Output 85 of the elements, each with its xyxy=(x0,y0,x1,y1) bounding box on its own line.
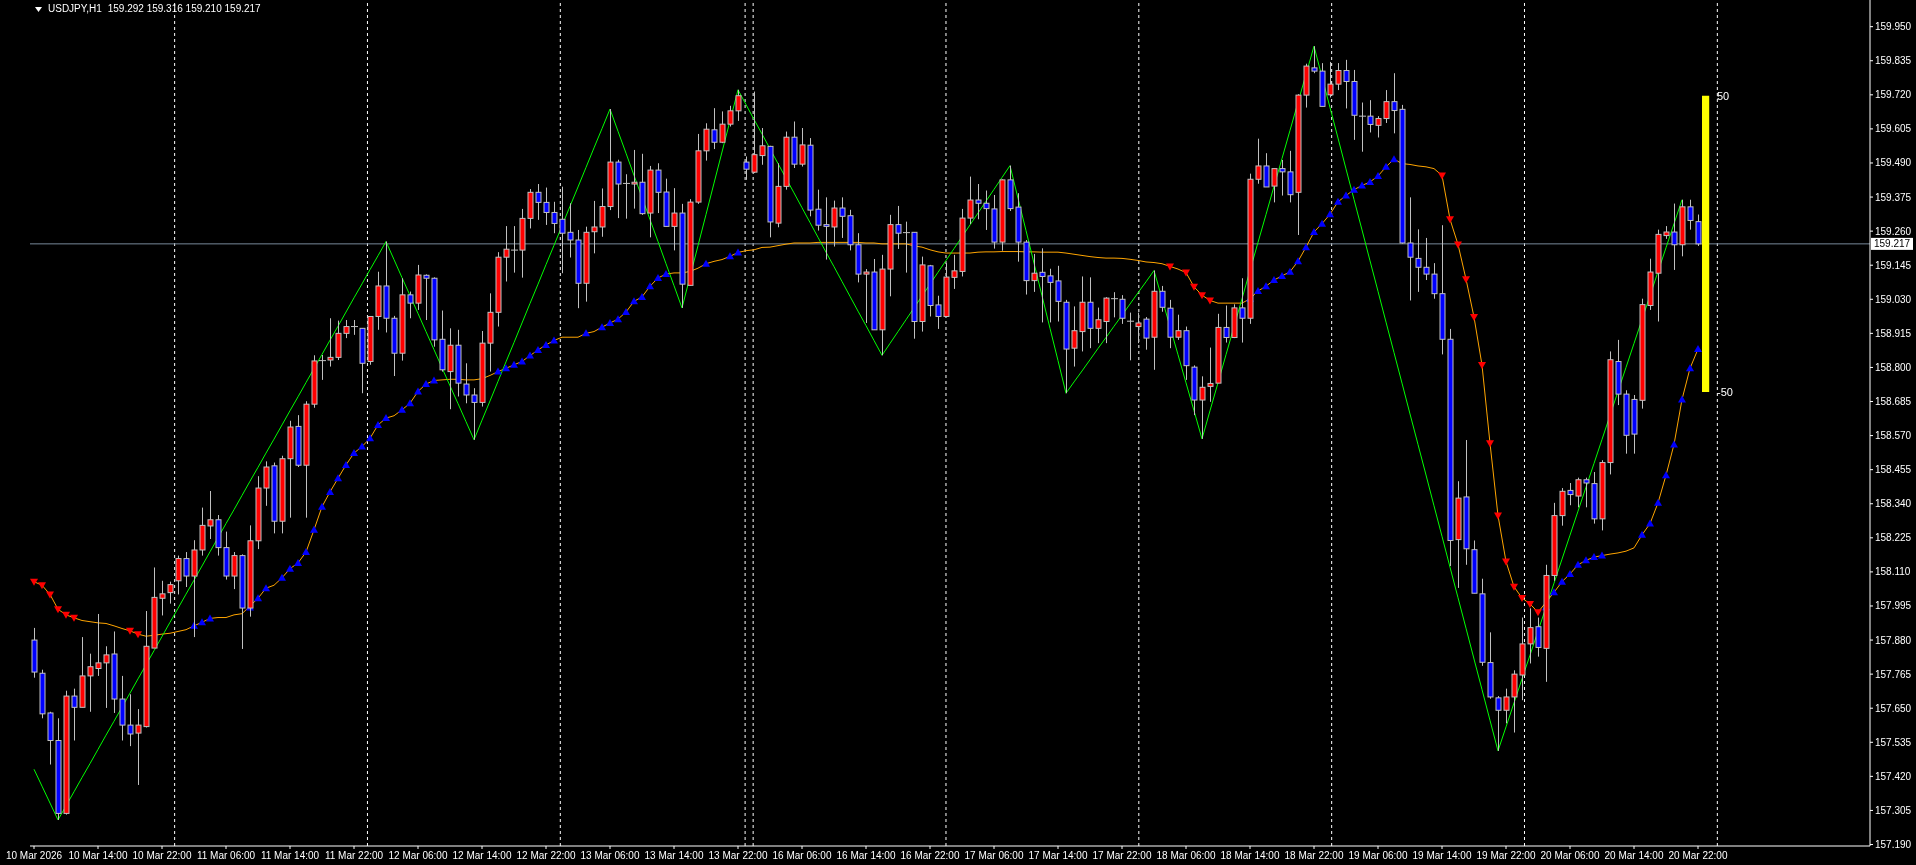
point xyxy=(1166,263,1174,271)
x-tick-label: 18 Mar 14:00 xyxy=(1220,850,1280,861)
y-tick-label: 157.650 xyxy=(1875,702,1912,714)
y-tick-label: 157.880 xyxy=(1875,634,1912,646)
x-tick-label: 12 Mar 22:00 xyxy=(516,850,576,861)
point xyxy=(1470,314,1478,322)
point xyxy=(1446,216,1454,224)
point xyxy=(1486,440,1494,448)
point xyxy=(30,578,38,586)
y-tick-label: 159.835 xyxy=(1875,55,1912,67)
y-tick-label: 158.340 xyxy=(1875,498,1912,510)
candlestick xyxy=(1126,312,1135,361)
x-tick-label: 12 Mar 06:00 xyxy=(388,850,448,861)
x-tick-label: 16 Mar 06:00 xyxy=(772,850,832,861)
x-tick-label: 16 Mar 22:00 xyxy=(900,850,960,861)
line-series xyxy=(33,45,1683,821)
y-tick-label: 159.260 xyxy=(1875,225,1912,237)
y-tick-label: 157.765 xyxy=(1875,668,1912,680)
y-tick-label: 159.375 xyxy=(1875,191,1912,203)
x-tick-label: 18 Mar 22:00 xyxy=(1284,850,1344,861)
point xyxy=(1478,362,1486,370)
y-tick-label: 159.605 xyxy=(1875,123,1912,135)
point xyxy=(134,631,142,639)
y-tick-label: 159.490 xyxy=(1875,157,1912,169)
x-tick-label: 11 Mar 14:00 xyxy=(260,850,320,861)
ref-line-label: 159.217 xyxy=(1874,238,1911,250)
y-tick-label: 157.995 xyxy=(1875,600,1912,612)
x-tick-label: 12 Mar 14:00 xyxy=(452,850,512,861)
point xyxy=(1454,241,1462,249)
y-tick-label: 159.950 xyxy=(1875,21,1912,33)
point xyxy=(54,606,62,614)
point xyxy=(1534,609,1542,617)
point xyxy=(1510,583,1518,591)
point xyxy=(70,614,78,622)
x-tick-label: 13 Mar 22:00 xyxy=(708,850,768,861)
point xyxy=(1206,297,1214,305)
x-tick-label: 20 Mar 06:00 xyxy=(1540,850,1600,861)
point xyxy=(38,582,46,590)
point xyxy=(1198,292,1206,300)
x-tick-label: 19 Mar 14:00 xyxy=(1412,850,1472,861)
y-tick-label: 158.685 xyxy=(1875,396,1912,408)
x-tick-label: 18 Mar 06:00 xyxy=(1156,850,1216,861)
y-tick-label: 159.720 xyxy=(1875,89,1912,101)
candlestick xyxy=(1695,214,1702,247)
y-tick-label: 158.455 xyxy=(1875,464,1912,476)
y-tick-label: 158.800 xyxy=(1875,361,1912,373)
x-tick-label: 20 Mar 22:00 xyxy=(1668,850,1728,861)
point xyxy=(1438,172,1446,180)
point xyxy=(62,611,70,619)
x-tick-label: 20 Mar 14:00 xyxy=(1604,850,1664,861)
y-tick-label: 159.030 xyxy=(1875,293,1912,305)
point xyxy=(1518,594,1526,602)
x-tick-label: 16 Mar 14:00 xyxy=(836,850,896,861)
x-tick-label: 17 Mar 06:00 xyxy=(964,850,1024,861)
point xyxy=(46,591,54,599)
annotation: -50 xyxy=(1717,385,1733,400)
x-tick-label: 17 Mar 22:00 xyxy=(1092,850,1152,861)
x-tick-label: 10 Mar 22:00 xyxy=(132,850,192,861)
candlestick xyxy=(1119,294,1126,325)
point xyxy=(1526,600,1534,608)
chart-title: USDJPY,H1 xyxy=(48,3,102,15)
y-tick-label: 159.145 xyxy=(1875,259,1912,271)
y-tick-label: 157.535 xyxy=(1875,736,1912,748)
x-tick-label: 13 Mar 06:00 xyxy=(580,850,640,861)
x-tick-label: 17 Mar 14:00 xyxy=(1028,850,1088,861)
candlestick xyxy=(167,581,174,605)
x-tick-label: 19 Mar 06:00 xyxy=(1348,850,1408,861)
point xyxy=(1190,283,1198,291)
y-tick-label: 158.110 xyxy=(1875,566,1911,578)
point xyxy=(1462,276,1470,284)
y-tick-label: 157.420 xyxy=(1875,770,1912,782)
x-tick-label: 10 Mar 2026 xyxy=(5,850,63,861)
y-tick-label: 158.570 xyxy=(1875,430,1912,442)
y-tick-label: 157.190 xyxy=(1875,839,1912,851)
y-tick-label: 158.225 xyxy=(1875,532,1912,544)
y-tick-label: 157.305 xyxy=(1875,804,1912,816)
x-tick-label: 19 Mar 22:00 xyxy=(1476,850,1536,861)
point xyxy=(126,627,134,635)
chart-subtitle: 159.292 159.316 159.210 159.217 xyxy=(107,3,261,15)
x-tick-label: 11 Mar 22:00 xyxy=(324,850,384,861)
annotation: 50 xyxy=(1717,88,1730,103)
x-tick-label: 13 Mar 14:00 xyxy=(644,850,704,861)
y-tick-label: 158.915 xyxy=(1875,327,1912,339)
x-tick-label: 10 Mar 14:00 xyxy=(68,850,128,861)
x-tick-label: 11 Mar 06:00 xyxy=(196,850,256,861)
